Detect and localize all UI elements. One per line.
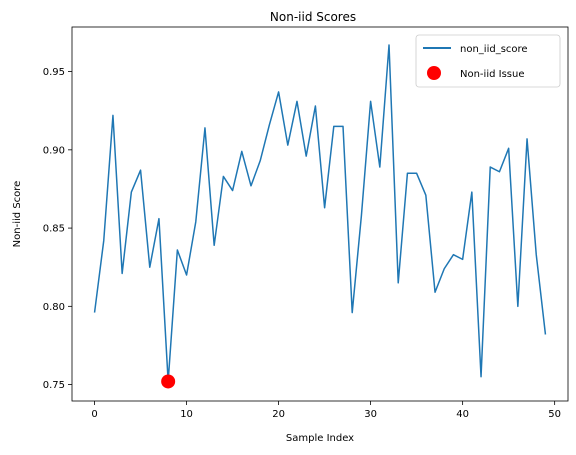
series-line-non-iid-score — [93, 44, 547, 383]
legend-label-non-iid-issue: Non-iid Issue — [460, 69, 525, 80]
y-tick-label: 0.80 — [43, 302, 65, 313]
x-tick-label: 10 — [180, 409, 193, 420]
plot-frame — [71, 26, 569, 402]
y-axis-ticks: 0.75 0.80 0.85 0.90 0.95 — [43, 67, 72, 391]
y-tick-label: 0.95 — [43, 67, 65, 78]
x-tick-label: 40 — [456, 409, 469, 420]
y-tick-label: 0.90 — [43, 145, 65, 156]
series-layer — [93, 44, 547, 389]
legend-marker-swatch — [427, 66, 441, 80]
non-iid-issue-marker — [161, 374, 176, 389]
x-axis-label: Sample Index — [286, 433, 354, 444]
y-axis-label: Non-iid Score — [12, 181, 23, 248]
y-tick-label: 0.85 — [43, 224, 65, 235]
x-tick-label: 0 — [91, 409, 97, 420]
y-tick-label: 0.75 — [43, 380, 65, 391]
legend: non_iid_score Non-iid Issue — [415, 34, 561, 88]
legend-frame — [415, 34, 561, 88]
x-tick-label: 20 — [272, 409, 285, 420]
x-tick-label: 50 — [548, 409, 561, 420]
x-tick-label: 30 — [364, 409, 377, 420]
chart-title: Non-iid Scores — [270, 10, 356, 24]
legend-label-non-iid-score: non_iid_score — [460, 44, 528, 55]
x-axis-ticks: 0 10 20 30 40 50 — [91, 401, 561, 420]
plot-area — [71, 26, 569, 402]
plot-background — [72, 27, 568, 401]
